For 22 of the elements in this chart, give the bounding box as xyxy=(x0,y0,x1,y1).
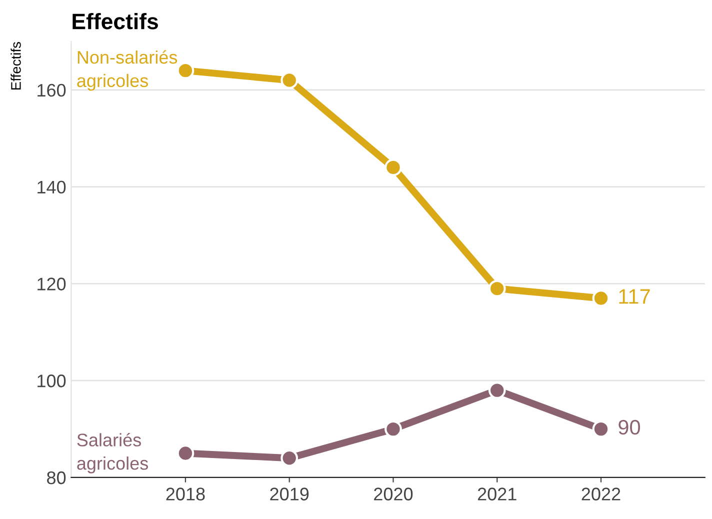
data-label: 117 xyxy=(619,289,650,304)
y-tick-label: 140 xyxy=(38,180,66,194)
series-label: Salariés agricoles xyxy=(77,432,148,474)
point xyxy=(488,382,506,399)
point xyxy=(488,280,506,298)
point xyxy=(176,444,194,462)
x-tick-label: 2021 xyxy=(478,488,516,500)
point xyxy=(384,158,402,176)
chart-title: Effectifs xyxy=(72,12,158,30)
point xyxy=(592,290,610,307)
point xyxy=(280,72,298,89)
x-tick-label: 2020 xyxy=(374,488,413,500)
x-tick-label: 2022 xyxy=(582,488,620,500)
x-tick-label: 2018 xyxy=(166,488,205,500)
y-axis-title: Effectifs xyxy=(10,42,21,90)
y-tick-label: 120 xyxy=(38,278,66,290)
x-tick-label: 2019 xyxy=(270,488,309,500)
series-label: Non-salariés agricoles xyxy=(77,50,178,91)
y-tick-label: 160 xyxy=(38,84,66,97)
y-tick-label: 80 xyxy=(47,471,66,484)
data-label: 90 xyxy=(618,420,640,435)
y-tick-label: 100 xyxy=(38,374,66,388)
